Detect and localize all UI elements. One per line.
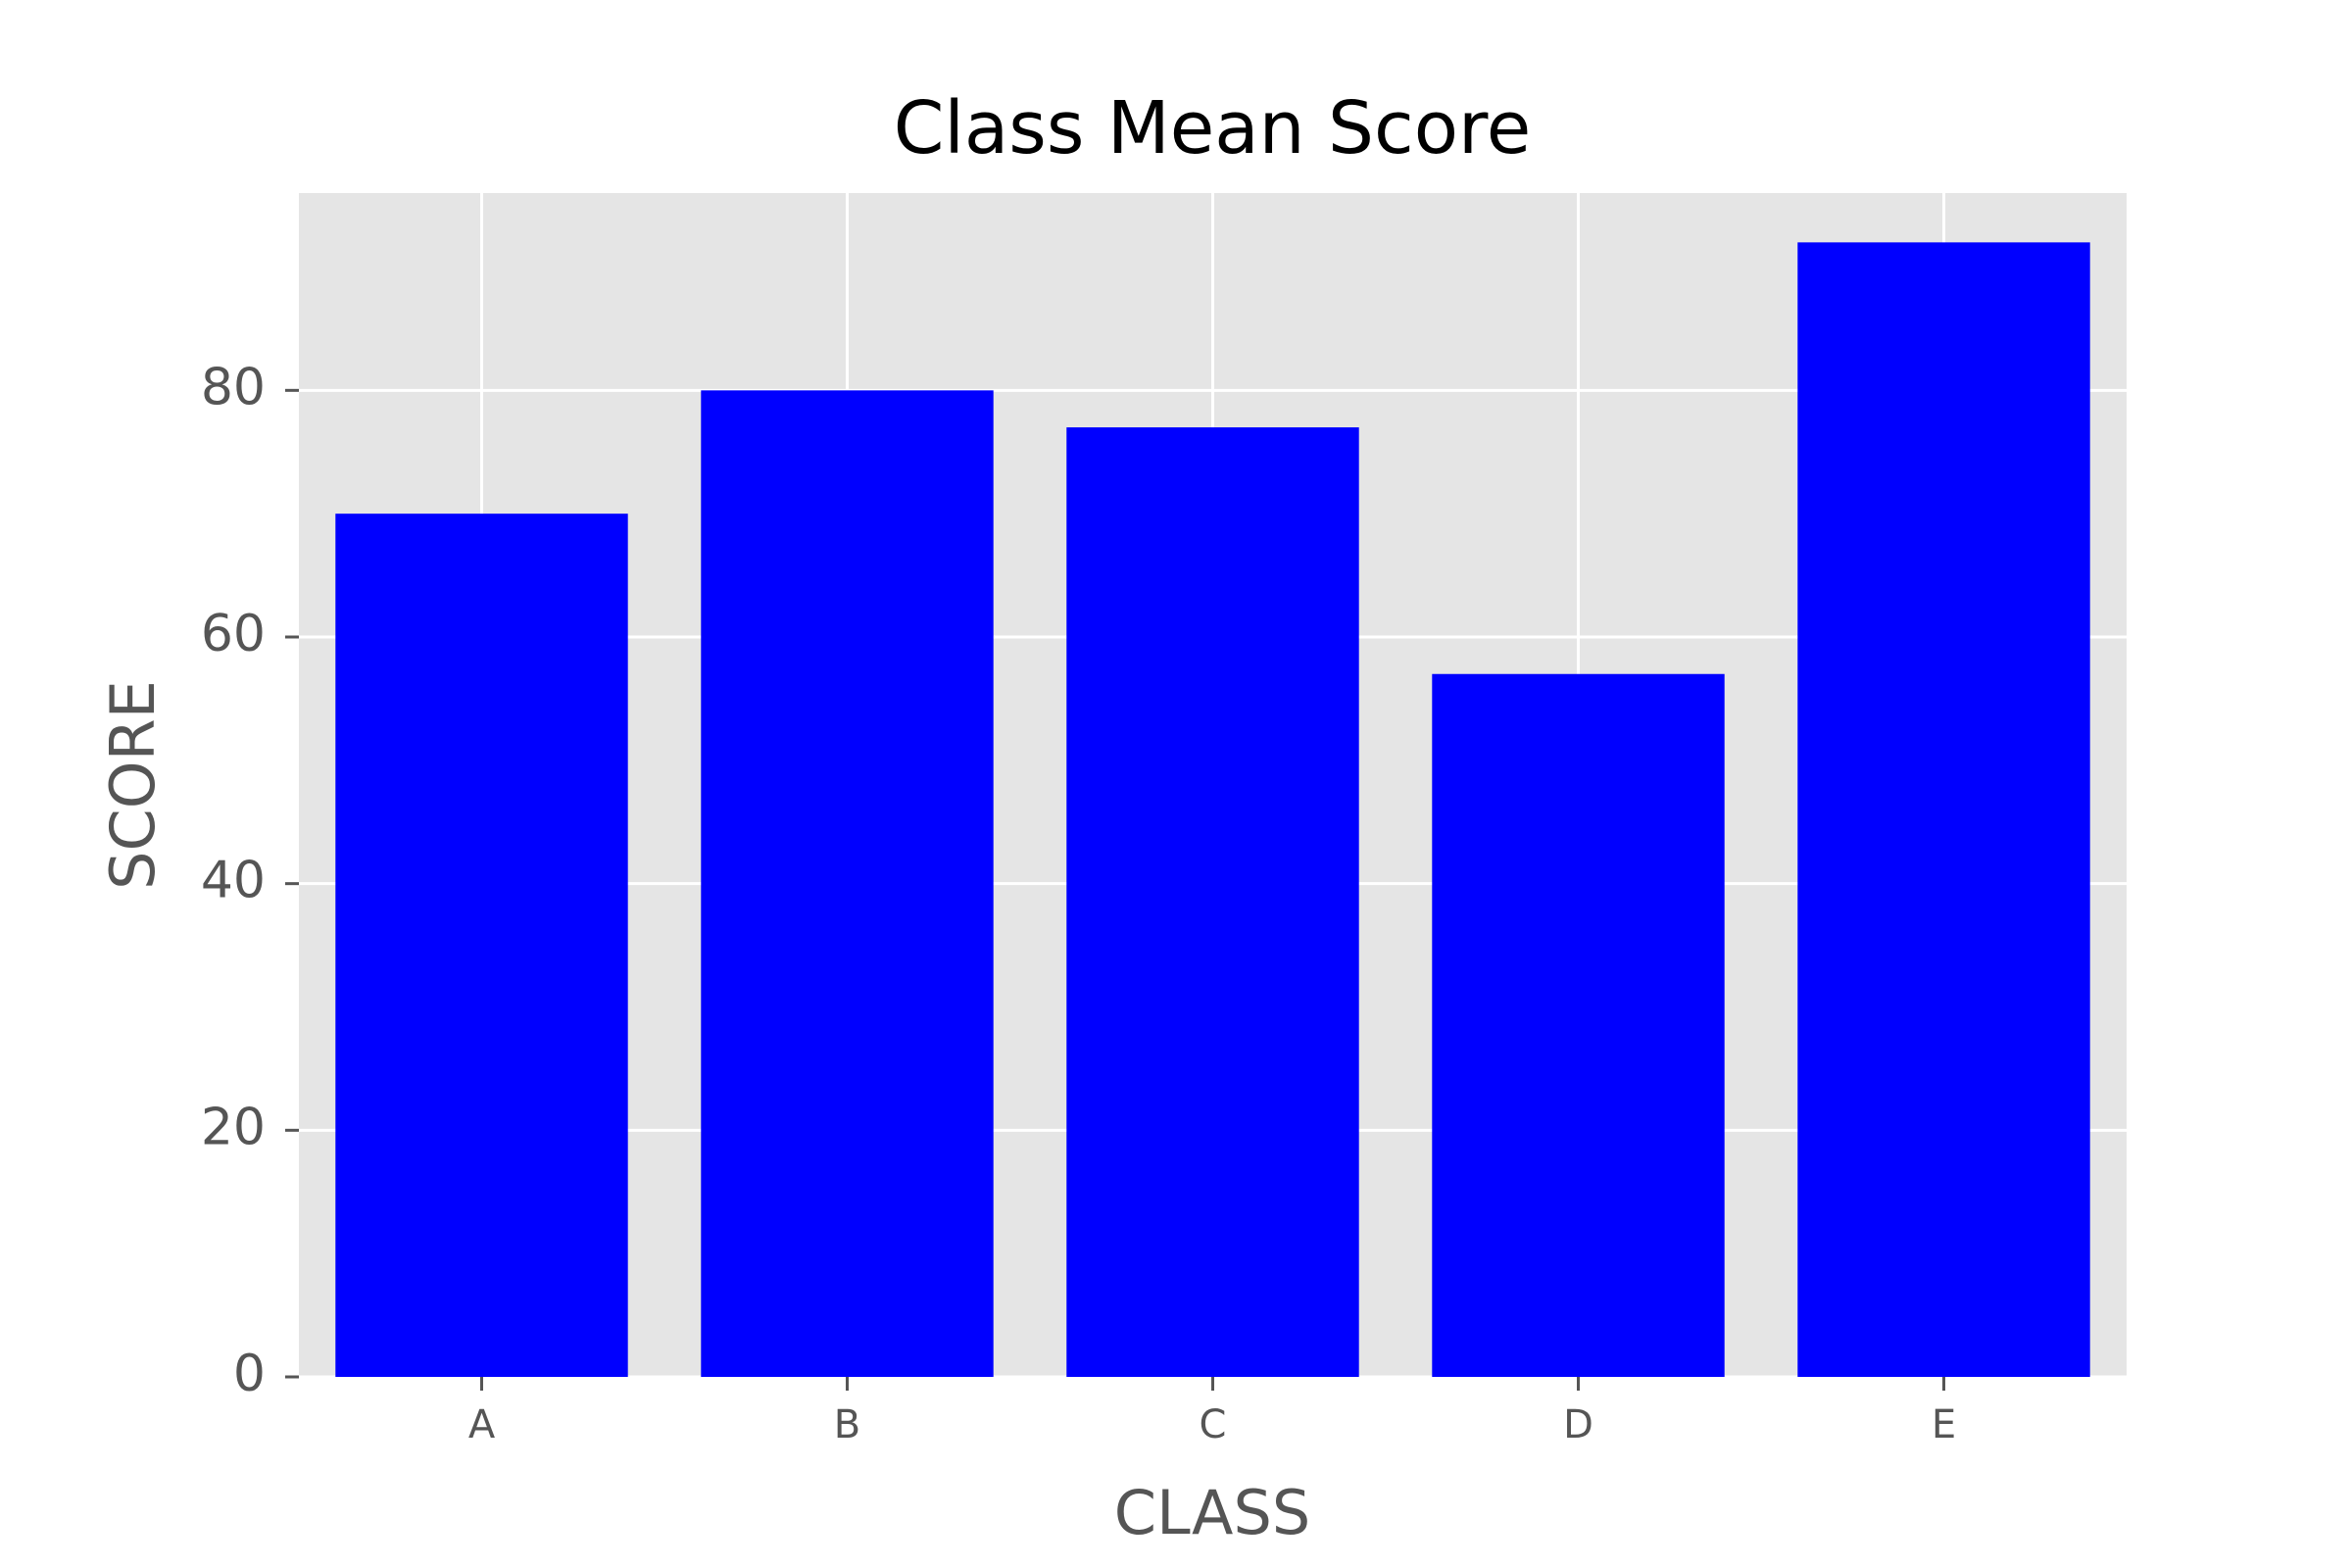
bar-c — [1066, 427, 1359, 1377]
x-tick-label: B — [834, 1402, 860, 1447]
bar-a — [335, 514, 628, 1377]
y-tick-label: 80 — [201, 358, 266, 416]
y-tick-label: 0 — [233, 1345, 266, 1403]
x-tick-label: C — [1200, 1402, 1227, 1447]
axes: A B C D E 0 20 40 60 80 — [201, 358, 1956, 1447]
x-axis-label: CLASS — [1114, 1477, 1310, 1548]
y-tick-label: 60 — [201, 605, 266, 663]
y-tick-label: 40 — [201, 852, 266, 910]
x-tick-label: A — [468, 1402, 496, 1447]
bar-e — [1797, 242, 2090, 1377]
y-tick-label: 20 — [201, 1098, 266, 1156]
x-tick-label: E — [1932, 1402, 1956, 1447]
bars — [335, 242, 2090, 1377]
y-axis-label: SCORE — [97, 680, 169, 890]
x-tick-label: D — [1563, 1402, 1593, 1447]
bar-b — [701, 390, 994, 1377]
bar-d — [1432, 673, 1725, 1377]
chart-title: Class Mean Score — [894, 86, 1532, 171]
